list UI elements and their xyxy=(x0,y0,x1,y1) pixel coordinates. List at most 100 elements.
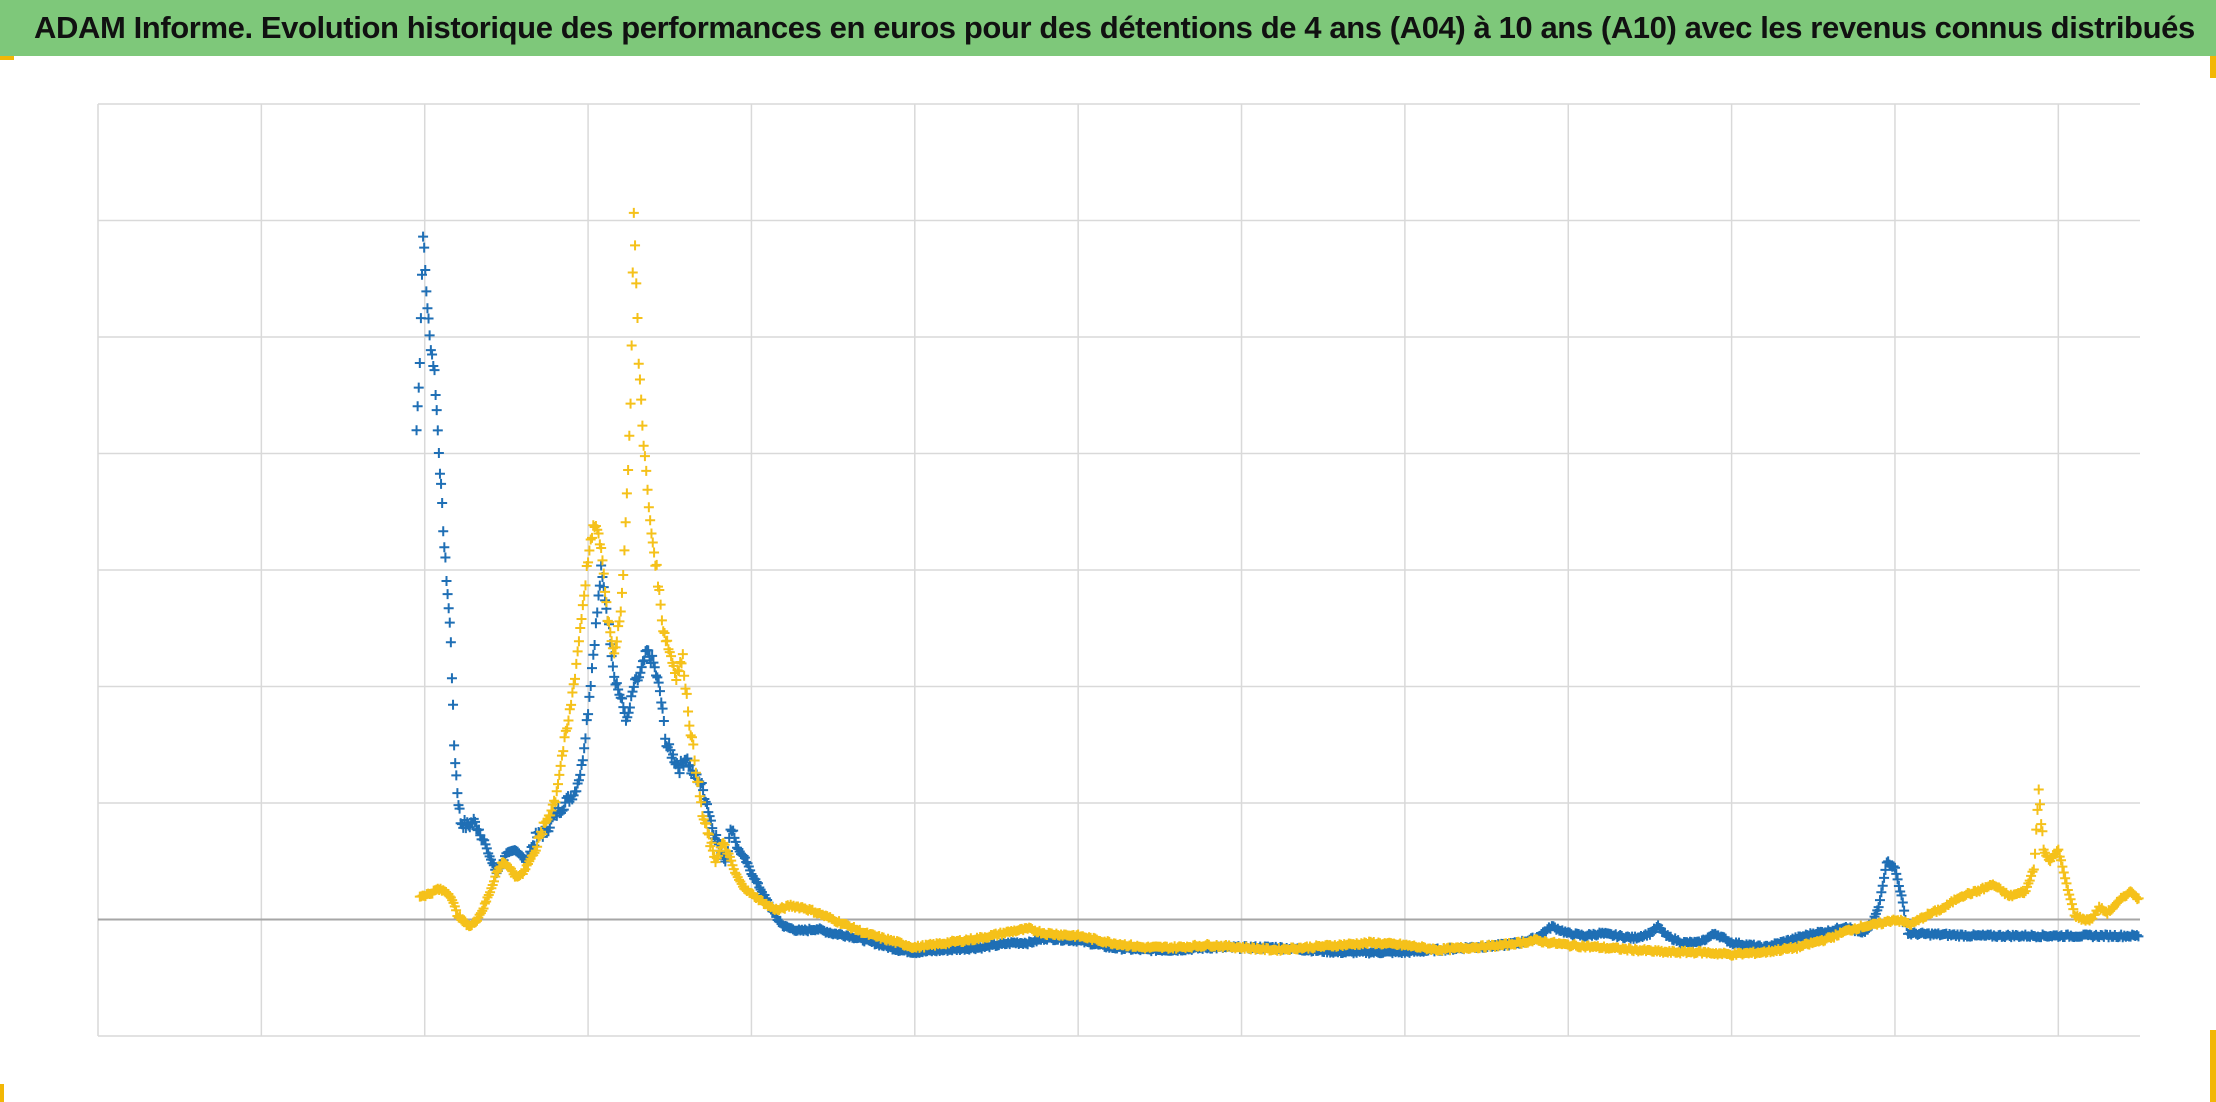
data-point xyxy=(448,699,459,710)
data-point xyxy=(559,732,570,743)
data-point xyxy=(555,760,566,771)
data-point xyxy=(677,649,688,660)
data-point xyxy=(420,265,431,276)
data-point xyxy=(662,635,673,646)
data-point xyxy=(615,606,626,617)
corner-accent-bottom-left xyxy=(0,1084,4,1102)
data-point xyxy=(693,776,704,787)
data-point xyxy=(619,545,630,556)
data-point xyxy=(585,680,596,691)
data-point xyxy=(573,775,584,786)
data-point xyxy=(596,560,607,571)
data-point xyxy=(588,649,599,660)
data-point xyxy=(713,850,724,861)
data-point xyxy=(633,358,644,369)
data-point xyxy=(627,686,638,697)
data-point xyxy=(618,569,629,580)
data-point xyxy=(558,746,569,757)
data-point xyxy=(440,552,451,563)
data-point xyxy=(550,797,561,808)
data-point xyxy=(454,803,465,814)
data-point xyxy=(585,534,596,545)
corner-accent-top-right xyxy=(2210,56,2216,78)
data-point xyxy=(580,733,591,744)
data-point xyxy=(637,420,648,431)
data-point xyxy=(681,754,692,765)
data-point xyxy=(414,357,425,368)
data-point xyxy=(626,340,637,351)
data-point xyxy=(1891,868,1902,879)
data-point xyxy=(682,753,693,764)
data-point xyxy=(449,740,460,751)
data-point xyxy=(668,749,679,760)
data-point xyxy=(675,657,686,668)
data-point xyxy=(632,313,643,324)
data-point xyxy=(488,876,499,887)
data-point xyxy=(579,590,590,601)
data-point xyxy=(613,684,624,695)
data-point xyxy=(598,582,609,593)
data-point xyxy=(609,648,620,659)
data-point xyxy=(596,542,607,553)
series-2 xyxy=(414,207,2144,961)
data-point xyxy=(643,645,654,656)
data-point xyxy=(690,767,701,778)
series-layer xyxy=(411,207,2144,961)
data-point xyxy=(601,597,612,608)
data-point xyxy=(647,537,658,548)
data-point xyxy=(1877,880,1888,891)
data-point xyxy=(1897,897,1908,908)
data-point xyxy=(429,365,440,376)
data-point xyxy=(541,816,552,827)
data-point xyxy=(598,568,609,579)
data-point xyxy=(639,451,650,462)
data-point xyxy=(568,679,579,690)
data-point xyxy=(685,730,696,741)
data-point xyxy=(2131,930,2142,941)
data-point xyxy=(477,905,488,916)
data-point xyxy=(683,706,694,717)
data-point xyxy=(666,651,677,662)
corner-accent-top-left xyxy=(0,56,14,60)
data-point xyxy=(442,589,453,600)
data-point xyxy=(434,468,445,479)
data-point xyxy=(623,707,634,718)
data-point xyxy=(684,720,695,731)
data-point xyxy=(696,797,707,808)
data-point xyxy=(473,824,484,835)
data-point xyxy=(423,313,434,324)
data-point xyxy=(671,675,682,686)
data-point xyxy=(617,693,628,704)
data-point xyxy=(707,823,718,834)
data-point xyxy=(2030,848,2041,859)
data-point xyxy=(537,829,548,840)
data-point xyxy=(437,497,448,508)
data-point xyxy=(562,723,573,734)
data-point xyxy=(431,405,442,416)
data-point xyxy=(730,836,741,847)
data-point xyxy=(1879,872,1890,883)
data-point xyxy=(636,662,647,673)
data-point xyxy=(1896,890,1907,901)
data-point xyxy=(626,691,637,702)
data-point xyxy=(419,242,430,253)
data-point xyxy=(452,788,463,799)
data-point xyxy=(2051,846,2062,857)
data-point xyxy=(2133,931,2144,942)
data-point xyxy=(676,658,687,669)
data-point xyxy=(653,677,664,688)
data-point xyxy=(424,330,435,341)
data-point xyxy=(443,603,454,614)
data-point xyxy=(623,465,634,476)
data-point xyxy=(649,662,660,673)
data-point xyxy=(1889,862,1900,873)
data-point xyxy=(673,666,684,677)
data-point xyxy=(651,559,662,570)
data-point xyxy=(652,672,663,683)
data-point xyxy=(2028,864,2039,875)
data-point xyxy=(701,818,712,829)
data-point xyxy=(2024,875,2035,886)
data-point xyxy=(689,755,700,766)
data-point xyxy=(2031,824,2042,835)
data-point xyxy=(603,617,614,628)
